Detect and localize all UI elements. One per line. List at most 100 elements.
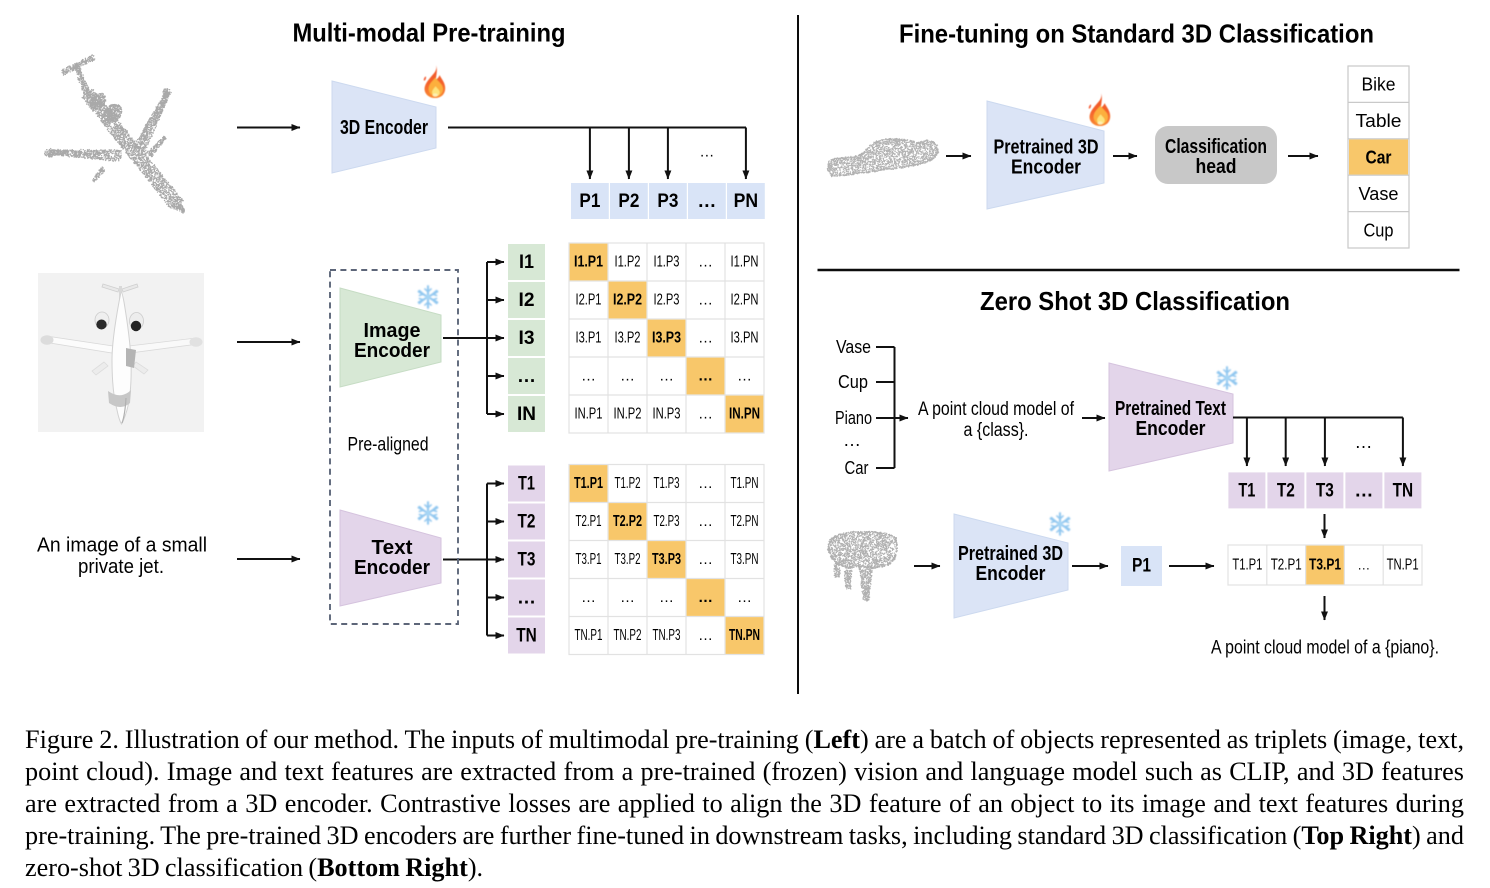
- svg-text:T3.P1: T3.P1: [1309, 557, 1341, 574]
- svg-text:T2: T2: [1277, 480, 1295, 501]
- svg-text:…: …: [698, 292, 713, 309]
- svg-text:Pretrained 3D: Pretrained 3D: [958, 543, 1063, 565]
- svg-text:I2.P1: I2.P1: [576, 292, 602, 309]
- svg-text:IN.P2: IN.P2: [614, 406, 642, 423]
- svg-text:A point cloud model of a {pian: A point cloud model of a {piano}.: [1211, 638, 1439, 659]
- svg-text:TN: TN: [516, 626, 537, 647]
- svg-text:P3: P3: [657, 191, 678, 212]
- svg-text:I3.P1: I3.P1: [576, 330, 602, 347]
- svg-text:…: …: [620, 589, 635, 606]
- svg-text:P1: P1: [579, 191, 600, 212]
- svg-text:…: …: [1357, 558, 1370, 573]
- svg-text:Car: Car: [845, 458, 869, 478]
- svg-text:T2.P2: T2.P2: [613, 513, 642, 530]
- svg-text:…: …: [698, 589, 713, 606]
- svg-text:Fine-tuning on Standard 3D Cla: Fine-tuning on Standard 3D Classificatio…: [899, 19, 1374, 49]
- svg-text:Text: Text: [372, 537, 413, 559]
- svg-text:IN: IN: [517, 404, 536, 425]
- svg-text:I3.P3: I3.P3: [652, 330, 681, 347]
- svg-text:Table: Table: [1356, 111, 1402, 131]
- svg-text:T1.P2: T1.P2: [615, 475, 641, 492]
- svg-text:T1.P1: T1.P1: [574, 475, 603, 492]
- svg-text:T3: T3: [518, 550, 536, 571]
- svg-text:…: …: [698, 368, 713, 385]
- svg-text:I1.P3: I1.P3: [654, 254, 680, 271]
- svg-text:TN.P3: TN.P3: [653, 627, 681, 644]
- svg-text:I2.P3: I2.P3: [654, 292, 680, 309]
- svg-text:I3: I3: [519, 328, 535, 349]
- svg-text:Encoder: Encoder: [976, 563, 1046, 585]
- svg-text:…: …: [698, 513, 713, 530]
- svg-text:PN: PN: [734, 191, 759, 212]
- svg-text:T3: T3: [1316, 480, 1334, 501]
- svg-text:IN.P3: IN.P3: [653, 406, 681, 423]
- svg-text:T2.P1: T2.P1: [576, 513, 602, 530]
- svg-text:private jet.: private jet.: [78, 556, 164, 578]
- svg-text:TN.PN: TN.PN: [729, 627, 760, 644]
- svg-text:Encoder: Encoder: [1011, 157, 1081, 179]
- svg-text:Classification: Classification: [1165, 136, 1267, 158]
- svg-text:T3.P3: T3.P3: [652, 551, 681, 568]
- svg-text:Encoder: Encoder: [354, 340, 430, 362]
- svg-text:T3.P1: T3.P1: [576, 551, 602, 568]
- svg-text:…: …: [1355, 432, 1373, 452]
- svg-text:Car: Car: [1366, 148, 1392, 168]
- svg-text:T1.P3: T1.P3: [654, 475, 680, 492]
- svg-text:IN.P1: IN.P1: [575, 406, 603, 423]
- svg-text:T3.P2: T3.P2: [615, 551, 641, 568]
- svg-text:Pretrained 3D: Pretrained 3D: [994, 137, 1099, 159]
- svg-text:TN.P1: TN.P1: [1387, 557, 1419, 574]
- svg-text:3D Encoder: 3D Encoder: [340, 117, 428, 139]
- svg-text:T2.PN: T2.PN: [731, 513, 759, 530]
- svg-text:I1.PN: I1.PN: [731, 254, 759, 271]
- svg-text:P1: P1: [1132, 556, 1151, 577]
- svg-text:T2.P1: T2.P1: [1271, 557, 1302, 574]
- svg-text:…: …: [698, 475, 713, 492]
- svg-text:I1.P1: I1.P1: [574, 254, 603, 271]
- svg-text:T1: T1: [518, 474, 535, 495]
- svg-text:T3.PN: T3.PN: [731, 551, 759, 568]
- svg-text:Encoder: Encoder: [1136, 418, 1206, 440]
- svg-text:…: …: [699, 144, 714, 161]
- svg-text:I2: I2: [519, 290, 535, 311]
- svg-text:…: …: [697, 191, 716, 212]
- svg-text:I2.P2: I2.P2: [613, 292, 642, 309]
- svg-text:T1: T1: [1238, 480, 1255, 501]
- svg-text:…: …: [581, 368, 596, 385]
- svg-text:Pre-aligned: Pre-aligned: [348, 435, 429, 456]
- svg-text:head: head: [1196, 156, 1237, 178]
- svg-text:…: …: [843, 430, 861, 450]
- svg-text:…: …: [698, 254, 713, 271]
- svg-text:Cup: Cup: [1364, 220, 1394, 240]
- svg-text:…: …: [698, 551, 713, 568]
- svg-text:Cup: Cup: [838, 372, 868, 392]
- svg-text:Image: Image: [364, 320, 421, 342]
- svg-text:An image of a small: An image of a small: [37, 535, 207, 557]
- svg-text:A point cloud model of: A point cloud model of: [918, 399, 1075, 420]
- svg-text:…: …: [659, 589, 674, 606]
- svg-text:T2.P3: T2.P3: [654, 513, 680, 530]
- svg-text:…: …: [737, 589, 752, 606]
- svg-text:Multi-modal Pre-training: Multi-modal Pre-training: [293, 17, 566, 47]
- svg-text:Vase: Vase: [836, 337, 871, 357]
- svg-text:…: …: [620, 368, 635, 385]
- svg-text:…: …: [698, 406, 713, 423]
- svg-text:…: …: [581, 589, 596, 606]
- svg-text:…: …: [517, 588, 536, 609]
- svg-text:T2: T2: [518, 512, 536, 533]
- svg-text:Vase: Vase: [1359, 184, 1399, 204]
- svg-text:Bike: Bike: [1362, 75, 1396, 95]
- svg-text:P2: P2: [618, 191, 639, 212]
- svg-text:TN.P1: TN.P1: [575, 627, 603, 644]
- svg-text:…: …: [1354, 480, 1373, 501]
- svg-text:Piano: Piano: [835, 408, 872, 428]
- svg-text:I1: I1: [519, 252, 534, 273]
- svg-text:IN.PN: IN.PN: [729, 406, 760, 423]
- svg-text:TN: TN: [1393, 480, 1414, 501]
- svg-text:…: …: [737, 368, 752, 385]
- svg-text:T1.PN: T1.PN: [731, 475, 759, 492]
- svg-text:Zero Shot 3D Classification: Zero Shot 3D Classification: [980, 286, 1290, 316]
- svg-text:…: …: [698, 627, 713, 644]
- svg-text:TN.P2: TN.P2: [614, 627, 642, 644]
- svg-text:I3.PN: I3.PN: [731, 330, 759, 347]
